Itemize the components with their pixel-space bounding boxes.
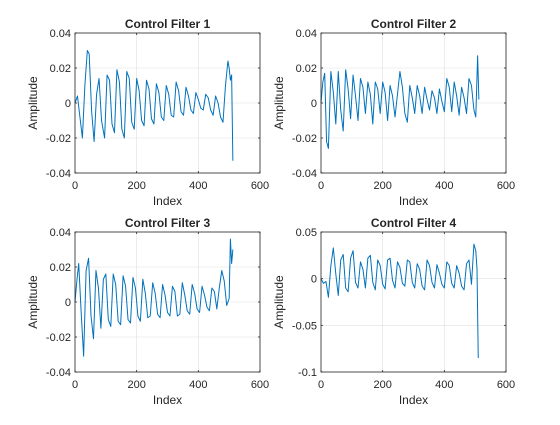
x-tick-label: 600 — [497, 379, 515, 391]
x-tick-label: 0 — [318, 379, 324, 391]
x-tick-label: 200 — [127, 379, 145, 391]
y-tick-label: 0 — [65, 98, 71, 110]
chart-title: Control Filter 4 — [371, 216, 457, 230]
y-tick-label: 0.02 — [50, 63, 71, 75]
x-tick-label: 400 — [435, 379, 453, 391]
x-tick-label: 400 — [189, 180, 207, 192]
subplot-3: 0 200 400 600 -0.04 -0.02 0 0.02 0.04 Control Fil… — [26, 216, 269, 407]
y-tick-label: 0 — [311, 274, 317, 286]
y-tick-label: -0.02 — [292, 133, 317, 145]
x-tick-label: 200 — [373, 379, 391, 391]
x-tick-label: 0 — [72, 379, 78, 391]
y-tick-label: -0.02 — [46, 332, 71, 344]
y-tick-label: -0.1 — [298, 367, 317, 379]
y-axis-label: Amplitude — [26, 76, 40, 130]
y-axis-label: Amplitude — [26, 275, 40, 329]
x-tick-label: 0 — [318, 180, 324, 192]
axes-box — [320, 231, 507, 373]
chart-title: Control Filter 2 — [371, 17, 457, 31]
x-axis-label: Index — [399, 393, 428, 407]
subplot-2: 0 200 400 600 -0.04 -0.02 0 0.02 0.04 Control Fil… — [272, 17, 515, 208]
y-tick-label: -0.04 — [292, 168, 317, 180]
y-tick-label: 0.02 — [296, 63, 317, 75]
y-tick-label: 0.04 — [50, 227, 71, 239]
y-tick-label: -0.02 — [46, 133, 71, 145]
y-tick-label: 0.05 — [296, 227, 317, 239]
x-tick-label: 0 — [72, 180, 78, 192]
y-axis-label: Amplitude — [272, 275, 286, 329]
series-line — [320, 55, 480, 149]
subplot-4: 0 200 400 600 -0.1 -0.05 0 0.05 Control Filter 4… — [272, 216, 515, 407]
y-axis-label: Amplitude — [272, 76, 286, 130]
y-tick-label: -0.04 — [46, 367, 71, 379]
chart-title: Control Filter 1 — [125, 17, 211, 31]
x-axis-label: Index — [153, 393, 182, 407]
x-tick-label: 600 — [251, 379, 269, 391]
x-tick-label: 200 — [373, 180, 391, 192]
series-line — [74, 50, 234, 161]
x-tick-label: 600 — [497, 180, 515, 192]
x-tick-label: 200 — [127, 180, 145, 192]
subplot-1: 0 200 400 600 -0.04 -0.02 0 0.02 0.04 Control Fil… — [26, 17, 269, 208]
x-tick-label: 600 — [251, 180, 269, 192]
y-tick-label: 0 — [65, 297, 71, 309]
y-tick-label: -0.04 — [46, 168, 71, 180]
chart-title: Control Filter 3 — [125, 216, 211, 230]
y-tick-label: 0.02 — [50, 262, 71, 274]
y-tick-label: 0 — [311, 98, 317, 110]
x-axis-label: Index — [153, 194, 182, 208]
x-tick-label: 400 — [435, 180, 453, 192]
x-axis-label: Index — [399, 194, 428, 208]
y-tick-label: 0.04 — [296, 28, 317, 40]
y-tick-label: -0.05 — [292, 320, 317, 332]
series-line — [320, 243, 479, 359]
x-tick-label: 400 — [189, 379, 207, 391]
series-line — [74, 238, 234, 357]
y-tick-label: 0.04 — [50, 28, 71, 40]
